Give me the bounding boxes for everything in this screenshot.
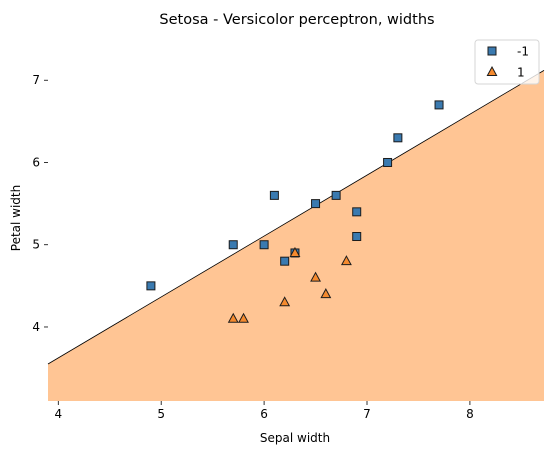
x-axis-label: Sepal width xyxy=(260,431,330,445)
data-point-square xyxy=(259,240,269,250)
x-tick-label: 7 xyxy=(363,407,371,421)
y-tick-label: 5 xyxy=(32,238,40,252)
data-point-square xyxy=(331,190,341,200)
data-point-square xyxy=(434,100,444,110)
data-points xyxy=(146,100,444,323)
data-point-square xyxy=(311,199,321,209)
data-point-triangle xyxy=(289,246,301,257)
data-point-triangle xyxy=(279,296,291,307)
y-axis-label: Petal width xyxy=(9,185,23,251)
data-point-square xyxy=(393,133,403,143)
data-point-triangle xyxy=(238,312,249,323)
y-tick-label: 7 xyxy=(32,73,40,87)
data-point-square xyxy=(352,232,362,242)
legend-marker xyxy=(486,65,498,76)
plot-area xyxy=(47,70,545,401)
data-point-triangle xyxy=(340,255,352,266)
legend: -1 1 xyxy=(474,39,540,85)
data-point-square xyxy=(383,157,393,167)
data-point-square xyxy=(352,207,362,217)
x-tick-label: 5 xyxy=(157,407,165,421)
legend-marker xyxy=(487,46,497,56)
legend-label: 1 xyxy=(517,66,525,80)
decision-region-fill xyxy=(48,70,544,401)
x-tick-label: 4 xyxy=(54,407,62,421)
data-point-square xyxy=(228,240,238,250)
data-point-triangle xyxy=(320,288,332,299)
chart-title: Setosa - Versicolor perceptron, widths xyxy=(159,12,434,28)
legend-frame xyxy=(474,39,540,85)
data-point-triangle xyxy=(310,271,321,282)
x-tick-label: 6 xyxy=(260,407,268,421)
data-point-triangle xyxy=(227,312,239,323)
y-axis-ticks: 4 5 6 7 xyxy=(32,73,48,334)
data-point-square xyxy=(269,190,279,200)
decision-boundary-line xyxy=(47,70,545,365)
y-tick-label: 6 xyxy=(32,155,40,169)
x-axis-ticks: 4 5 6 7 8 xyxy=(54,401,474,421)
data-point-square xyxy=(280,256,290,266)
legend-label: -1 xyxy=(517,45,529,59)
y-tick-label: 4 xyxy=(32,320,40,334)
data-point-square xyxy=(146,281,156,291)
x-tick-label: 8 xyxy=(466,407,474,421)
